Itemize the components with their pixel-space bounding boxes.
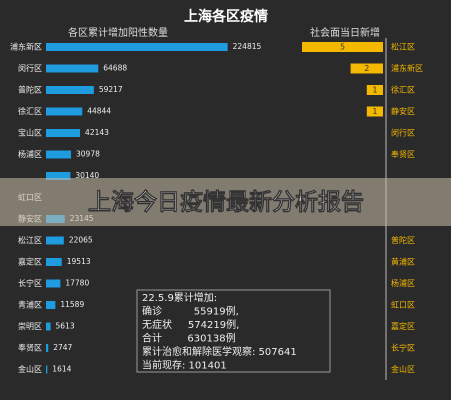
- bar: [366, 85, 383, 95]
- bar: [46, 236, 64, 245]
- banner-band: [0, 178, 451, 226]
- summary-box: [136, 289, 331, 373]
- y-tick-label: 黄浦区: [391, 257, 415, 267]
- value-label: 42143: [85, 128, 109, 137]
- y-tick-label: 长宁区: [18, 278, 42, 288]
- summary-line: 无症状 574219例,: [142, 318, 239, 331]
- value-label: 2747: [53, 343, 72, 352]
- bar: [46, 344, 49, 352]
- y-tick-label: 奉贤区: [391, 149, 415, 159]
- value-label: 30978: [76, 150, 100, 159]
- bar: [46, 172, 71, 180]
- bar: [46, 107, 83, 116]
- y-tick-label: 静安区: [391, 106, 415, 116]
- value-label: 17780: [65, 279, 89, 288]
- y-tick-label: 奉贤区: [18, 343, 42, 353]
- bar: [366, 106, 383, 117]
- y-tick-label: 浦东新区: [10, 42, 42, 52]
- value-label: 224815: [233, 42, 262, 51]
- y-tick-label: 徐汇区: [18, 106, 42, 116]
- value-label: 1: [372, 107, 377, 116]
- y-tick-label: 普陀区: [18, 85, 42, 95]
- value-label: 44844: [87, 107, 111, 116]
- summary-line: 当前现存: 101401: [142, 359, 227, 372]
- bar: [46, 86, 94, 94]
- right-subtitle: 社会面当日新增: [310, 26, 380, 39]
- y-tick-label: 松江区: [391, 42, 415, 52]
- y-tick-label: 徐汇区: [391, 85, 415, 95]
- summary-line: 累计治愈和解除医学观察: 507641: [142, 345, 297, 358]
- y-tick-label: 嘉定区: [391, 321, 415, 331]
- bar: [46, 365, 48, 374]
- y-tick-label: 金山区: [18, 364, 42, 374]
- value-label: 19513: [67, 257, 91, 266]
- summary-line: 22.5.9累计增加:: [142, 291, 217, 304]
- y-tick-label: 金山区: [391, 364, 415, 374]
- bar: [46, 301, 56, 309]
- y-tick-label: 虹口区: [391, 301, 415, 310]
- bar: [302, 42, 383, 52]
- y-tick-label: 普陀区: [391, 235, 415, 245]
- left-subtitle: 各区累计增加阳性数量: [68, 26, 168, 39]
- value-label: 1: [372, 86, 377, 95]
- y-tick-label: 松江区: [18, 235, 42, 245]
- y-tick-label: 闵行区: [18, 63, 42, 73]
- value-label: 5613: [56, 322, 75, 331]
- value-label: 5: [340, 43, 345, 52]
- summary-line: 确诊 55919例,: [142, 305, 239, 318]
- value-label: 64688: [103, 64, 127, 73]
- bar: [46, 322, 51, 331]
- bar: [46, 43, 228, 51]
- bar: [46, 258, 62, 266]
- value-label: 30140: [75, 171, 99, 180]
- bar: [46, 150, 72, 159]
- y-tick-label: 长宁区: [391, 343, 415, 353]
- summary-line: 合计 630138例: [142, 332, 236, 345]
- y-tick-label: 闵行区: [391, 128, 415, 138]
- y-tick-label: 浦东新区: [391, 63, 423, 73]
- bar: [46, 129, 81, 137]
- value-label: 11589: [60, 300, 84, 309]
- bar: [46, 64, 99, 73]
- y-tick-label: 嘉定区: [18, 257, 42, 267]
- chart-title: 上海各区疫情: [184, 8, 268, 25]
- value-label: 59217: [99, 85, 123, 94]
- value-label: 22065: [69, 236, 93, 245]
- y-tick-label: 宝山区: [18, 128, 42, 138]
- value-label: 2: [364, 64, 369, 73]
- y-tick-label: 杨浦区: [18, 149, 42, 159]
- y-tick-label: 青浦区: [18, 300, 42, 310]
- banner-title: 上海今日疫情最新分析报告: [88, 189, 364, 216]
- bar: [46, 279, 61, 288]
- bar: [350, 63, 383, 74]
- value-label: 1614: [52, 365, 71, 374]
- y-tick-label: 杨浦区: [391, 278, 415, 288]
- y-tick-label: 崇明区: [18, 322, 42, 331]
